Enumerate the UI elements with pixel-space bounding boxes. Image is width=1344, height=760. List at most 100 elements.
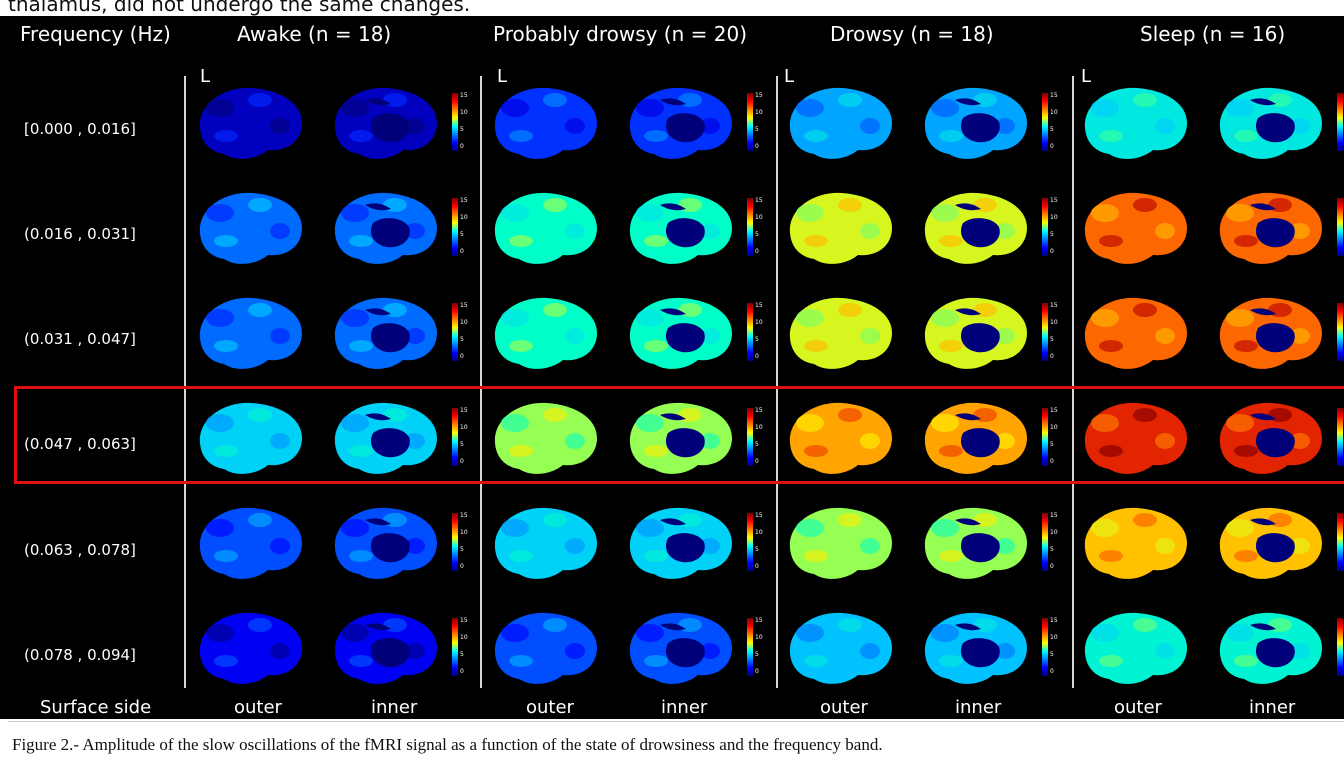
colorbar-tick: 10 [1050, 319, 1058, 326]
medial-wall [660, 308, 686, 316]
colorbar-gradient [747, 93, 753, 151]
brain-patch [1133, 618, 1157, 632]
brain-surface-outer [789, 507, 892, 579]
brain-patch [270, 643, 290, 659]
brain-patch [939, 340, 963, 352]
brain-patch [973, 198, 997, 212]
colorbar-tick: 0 [460, 668, 464, 675]
medial-wall [365, 203, 391, 211]
brain-patch [1226, 519, 1254, 537]
brain-patch [565, 328, 585, 344]
brain-surface-inner [629, 402, 732, 474]
colorbar-gradient [1042, 198, 1048, 256]
brain-patch [1226, 204, 1254, 222]
colorbar-tick: 5 [1050, 546, 1054, 553]
brain-patch [509, 445, 533, 457]
brain-surface-outer [494, 192, 597, 264]
brain-surface-outer [1084, 402, 1187, 474]
brain-patch [678, 303, 702, 317]
surface-word-outer: outer [526, 697, 574, 718]
brain-patch [501, 624, 529, 642]
colorbar-gradient [747, 198, 753, 256]
brain-patch [1155, 328, 1175, 344]
left-hemisphere-mark: L [1081, 66, 1092, 87]
brain-surface-outer [199, 612, 302, 684]
brain-patch [931, 204, 959, 222]
brain-patch [270, 118, 290, 134]
colorbar-tick: 5 [1050, 231, 1054, 238]
brain-patch [543, 408, 567, 422]
colorbar-tick: 0 [460, 353, 464, 360]
colorbar-tick: 10 [460, 634, 468, 641]
colorbar-tick: 15 [460, 197, 468, 204]
column-divider [776, 76, 778, 688]
brain-patch [1226, 414, 1254, 432]
brain-patch [636, 204, 664, 222]
brain-surface-inner [924, 402, 1027, 474]
colorbar-tick: 10 [755, 214, 763, 221]
medial-wall [1250, 203, 1276, 211]
brain-surface-inner [629, 507, 732, 579]
colorbar-tick: 15 [460, 407, 468, 414]
column-divider [184, 76, 186, 688]
band-label: (0.031 , 0.047] [24, 330, 136, 348]
brain-surface-outer [494, 507, 597, 579]
brain-patch [838, 618, 862, 632]
colorbar-gradient [1337, 93, 1343, 151]
colorbar-gradient [747, 408, 753, 466]
brain-surface-inner [334, 507, 437, 579]
brain-patch [860, 328, 880, 344]
brain-surface-inner [924, 297, 1027, 369]
brain-patch [270, 328, 290, 344]
brain-patch [678, 93, 702, 107]
surface-word-outer: outer [820, 697, 868, 718]
brain-patch [1091, 519, 1119, 537]
colorbar-gradient [1337, 513, 1343, 571]
brain-patch [1099, 235, 1123, 247]
brain-patch [973, 618, 997, 632]
brain-patch [939, 445, 963, 457]
brain-patch [995, 538, 1015, 554]
medial-wall [660, 518, 686, 526]
brain-patch [860, 643, 880, 659]
brain-patch [341, 309, 369, 327]
brain-patch [700, 643, 720, 659]
brain-patch [341, 624, 369, 642]
brain-patch [1234, 550, 1258, 562]
colorbar-gradient [747, 303, 753, 361]
colorbar-tick: 10 [460, 214, 468, 221]
colorbar-gradient [1042, 303, 1048, 361]
colorbar-tick: 10 [1050, 109, 1058, 116]
brain-patch [804, 445, 828, 457]
brain-patch [214, 235, 238, 247]
brain-patch [939, 655, 963, 667]
brain-surface-outer [1084, 507, 1187, 579]
brain-patch [700, 538, 720, 554]
brain-patch [939, 550, 963, 562]
brain-patch [1099, 445, 1123, 457]
brain-surface-outer [1084, 192, 1187, 264]
brain-patch [1268, 303, 1292, 317]
brain-patch [1155, 223, 1175, 239]
colorbar-tick: 0 [755, 563, 759, 570]
colorbar-tick: 10 [460, 109, 468, 116]
medial-wall [365, 308, 391, 316]
left-hemisphere-mark: L [200, 66, 211, 87]
brain-patch [860, 223, 880, 239]
brain-patch [1268, 93, 1292, 107]
brain-patch [405, 538, 425, 554]
colorbar-tick: 10 [755, 529, 763, 536]
medial-wall [665, 113, 705, 143]
medial-wall [1255, 323, 1295, 353]
brain-patch [1091, 414, 1119, 432]
medial-wall [960, 218, 1000, 248]
brain-surface-outer [494, 612, 597, 684]
brain-surface-inner [334, 192, 437, 264]
brain-surface-outer [1084, 87, 1187, 159]
